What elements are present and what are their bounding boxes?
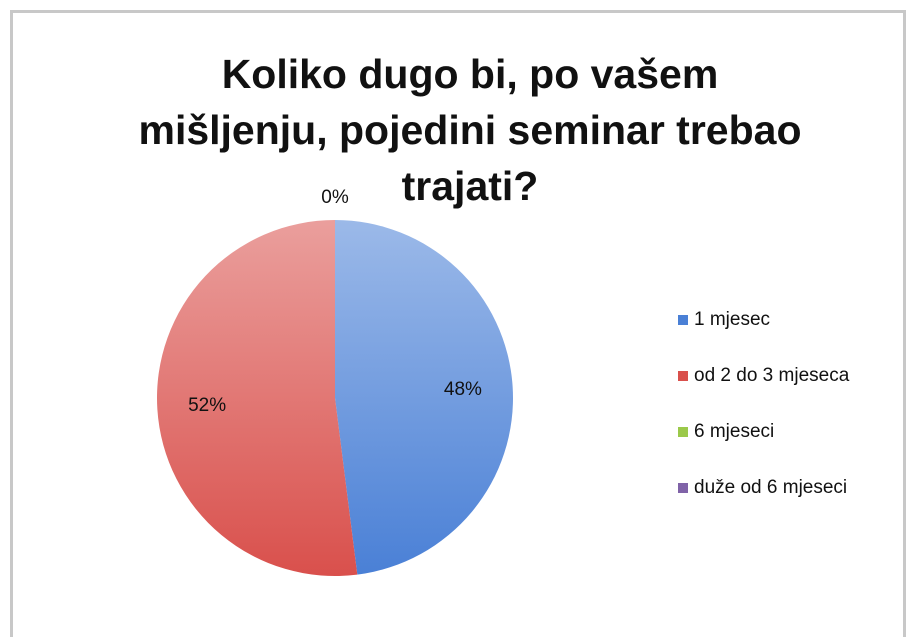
legend-label: od 2 do 3 mjeseca [694, 365, 850, 386]
data-label: 52% [188, 395, 226, 416]
legend-swatch [678, 483, 688, 493]
legend-swatch [678, 427, 688, 437]
legend-label: 6 mjeseci [694, 421, 774, 442]
pie-slice [335, 220, 513, 575]
legend-swatch [678, 371, 688, 381]
legend-label: duže od 6 mjeseci [694, 477, 847, 498]
chart-title: Koliko dugo bi, po vašem mišljenju, poje… [138, 51, 802, 209]
chart-frame [10, 10, 906, 637]
pie-slice [157, 220, 358, 577]
legend-swatch [678, 315, 688, 325]
data-label: 48% [444, 379, 482, 400]
data-label: 0% [321, 187, 349, 208]
legend-label: 1 mjesec [694, 309, 770, 330]
